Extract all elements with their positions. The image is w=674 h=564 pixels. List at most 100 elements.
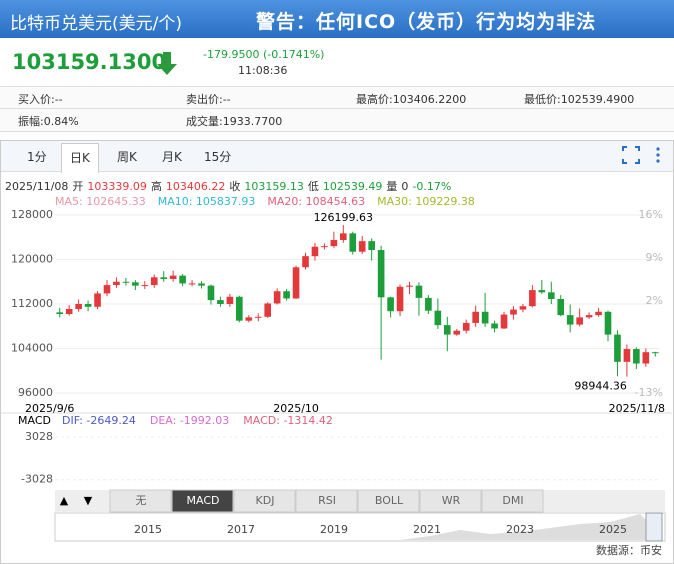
indicator-tab-label[interactable]: RSI xyxy=(318,494,336,507)
tab[interactable]: 日K xyxy=(61,143,99,173)
stat: 成交量:1933.7700 xyxy=(186,115,283,128)
candle-body xyxy=(434,310,442,326)
candle-body xyxy=(150,277,158,286)
x-tick-label: 2025/9/6 xyxy=(25,402,74,415)
candle-body xyxy=(529,290,536,307)
indicator-tab[interactable] xyxy=(171,489,234,513)
candle-body xyxy=(207,285,215,301)
candle-body xyxy=(576,317,583,325)
macd-legend: DIF: -2649.24 xyxy=(62,414,136,427)
candle-body xyxy=(604,311,612,335)
price: 103159.1300 xyxy=(12,50,167,74)
indicator-tab-label[interactable]: DMI xyxy=(502,494,523,507)
candle-body xyxy=(292,267,300,299)
candle-body xyxy=(368,241,375,251)
macd-legend: MACD: -1314.42 xyxy=(243,414,333,427)
tab[interactable]: 1分 xyxy=(27,150,47,164)
macd-tick-label: 3028 xyxy=(25,430,53,443)
candle-body xyxy=(160,277,168,279)
indicator-tab[interactable] xyxy=(233,489,296,513)
candle-body xyxy=(75,304,82,310)
indicator-tab[interactable] xyxy=(295,489,358,513)
candle-body xyxy=(302,256,309,268)
candle-body xyxy=(415,285,423,298)
candle-body xyxy=(56,312,64,315)
candle-body xyxy=(377,250,385,298)
indicator-tab[interactable] xyxy=(357,489,420,513)
candle-body xyxy=(179,275,186,284)
candle-body xyxy=(283,291,290,299)
candle-body xyxy=(585,315,593,318)
y2-tick-label: 9% xyxy=(646,251,663,264)
candle-body xyxy=(65,309,73,315)
info-item: 102539.49 xyxy=(323,180,383,193)
info-item: 103406.22 xyxy=(166,180,226,193)
navigator-window[interactable] xyxy=(645,512,663,542)
y-tick-label: 120000 xyxy=(11,253,53,266)
stat: 振幅:0.84% xyxy=(18,115,79,128)
nav-year: 2019 xyxy=(320,523,348,536)
indicator-tab-label[interactable]: BOLL xyxy=(375,494,404,507)
tab[interactable]: 月K xyxy=(162,150,182,164)
indicator-tab[interactable] xyxy=(109,489,172,513)
indicator-tab-label[interactable]: 无 xyxy=(136,494,147,507)
time: 11:08:36 xyxy=(238,64,288,77)
nav-year: 2015 xyxy=(134,523,162,536)
macd-title: MACD xyxy=(18,414,51,427)
candle-body xyxy=(340,233,347,241)
scroll-down[interactable]: ▼ xyxy=(84,494,93,507)
change: -179.9500 (-0.1741%) xyxy=(203,48,325,61)
candle-body xyxy=(566,315,574,325)
stats-row: 振幅:0.84% 成交量:1933.7700 xyxy=(0,108,674,132)
info-item: 量 xyxy=(386,180,397,193)
indicator-tab-label[interactable]: WR xyxy=(442,494,461,507)
fullscreen-icon[interactable] xyxy=(622,146,640,164)
indicator-tab-label[interactable]: KDJ xyxy=(256,494,275,507)
title: 比特币兑美元(美元/个) xyxy=(10,14,182,34)
stat: 买入价:-- xyxy=(18,93,63,106)
y2-tick-label: 2% xyxy=(646,294,663,307)
candle-body xyxy=(425,297,432,311)
indicator-tab[interactable] xyxy=(419,489,482,513)
tab[interactable]: 15分 xyxy=(204,150,232,164)
indicator-tab-label[interactable]: MACD xyxy=(187,494,220,507)
ma-legend: MA10: 105837.93 xyxy=(158,195,256,208)
nav-year: 2021 xyxy=(413,523,441,536)
nav-year: 2023 xyxy=(506,523,534,536)
warning: 警告：任何ICO（发币）行为均为非法 xyxy=(256,11,597,33)
y-tick-label: 104000 xyxy=(11,342,53,355)
indicator-tab[interactable] xyxy=(481,489,544,513)
candle-body xyxy=(198,283,205,286)
candle-body xyxy=(321,246,328,248)
nav-year: 2017 xyxy=(227,523,255,536)
y2-tick-label: -13% xyxy=(635,386,663,399)
info-item: 103339.09 xyxy=(87,180,147,193)
candle-body xyxy=(453,330,461,335)
candle-body xyxy=(141,285,149,287)
info-item: 低 xyxy=(308,180,319,193)
y2-tick-label: 16% xyxy=(639,208,663,221)
stat: 卖出价:-- xyxy=(186,93,231,106)
candle-body xyxy=(349,233,357,252)
candle-body xyxy=(491,323,498,329)
candle-body xyxy=(472,311,479,323)
tab[interactable]: 周K xyxy=(117,150,137,164)
stats-row: 买入价:-- 卖出价:-- 最高价:103406.2200 最低价:102539… xyxy=(0,86,674,109)
candle-body xyxy=(538,290,546,293)
scroll-up[interactable]: ▲ xyxy=(60,494,69,507)
candle-body xyxy=(122,281,130,283)
candle-body xyxy=(623,349,631,362)
candle-body xyxy=(330,240,338,247)
candle-body xyxy=(245,317,253,321)
candle-body xyxy=(236,296,243,321)
high-annotation: 126199.63 xyxy=(314,211,374,224)
candle-body xyxy=(500,314,508,329)
candle-body xyxy=(264,303,272,317)
candle-body xyxy=(614,334,621,362)
macd-legend: DEA: -1992.03 xyxy=(150,414,229,427)
y-tick-label: 128000 xyxy=(11,208,53,221)
stat: 最高价:103406.2200 xyxy=(356,93,467,106)
candle-body xyxy=(103,285,111,294)
